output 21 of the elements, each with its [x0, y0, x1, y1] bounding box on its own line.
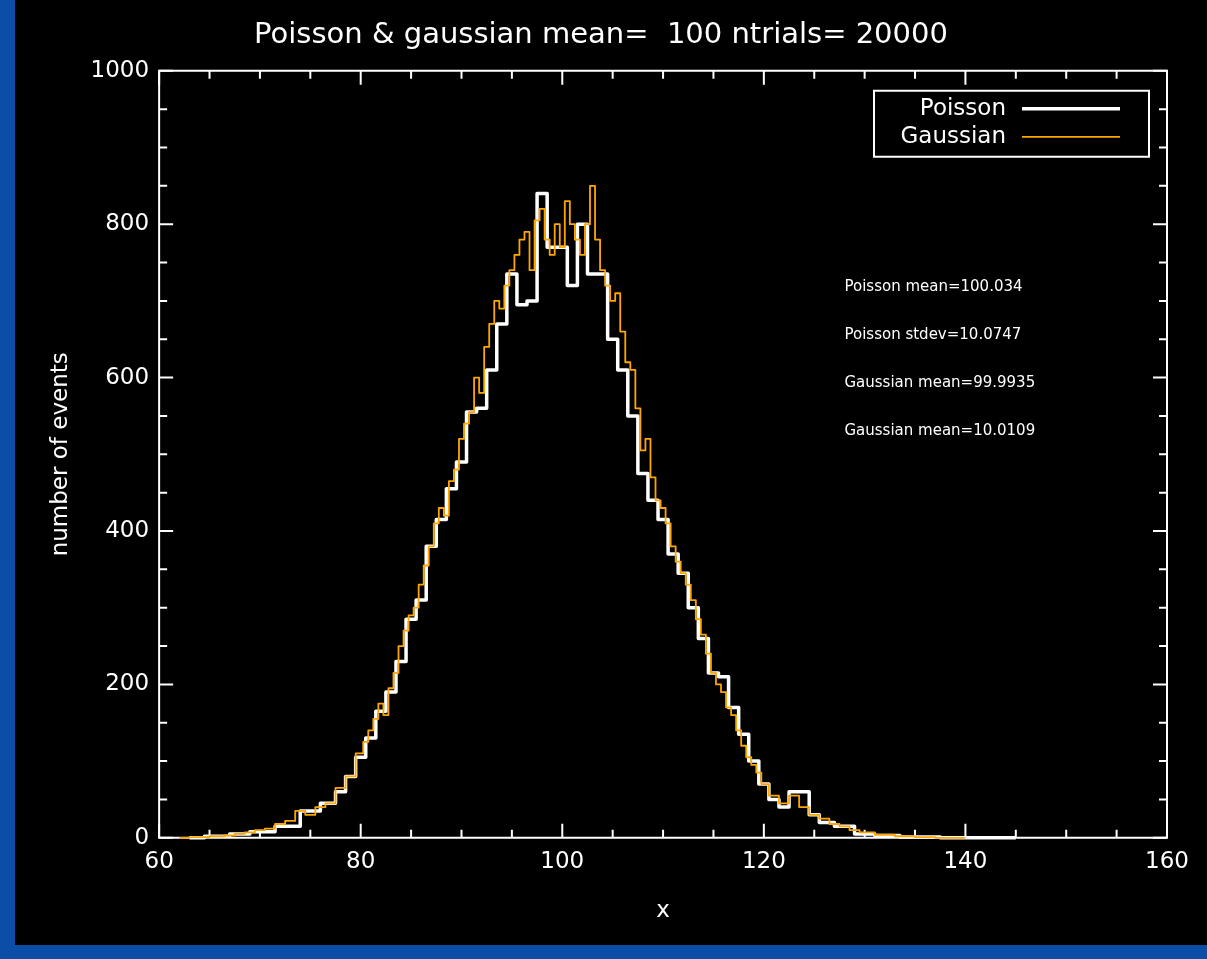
y-tick-label: 0 [134, 822, 150, 849]
x-tick-label: 160 [1145, 846, 1189, 873]
y-tick-label: 400 [105, 515, 150, 542]
y-tick-label: 1000 [90, 55, 150, 82]
annotation: Poisson mean=100.034 [844, 276, 1023, 295]
x-tick-label: 80 [346, 846, 376, 873]
x-tick-label: 60 [144, 846, 174, 873]
annotation: Poisson stdev=10.0747 [844, 324, 1022, 343]
annotation: Gaussian mean=10.0109 [844, 420, 1036, 439]
annotation: Gaussian mean=99.9935 [844, 372, 1036, 391]
legend-label: Gaussian [900, 121, 1006, 148]
x-tick-label: 140 [943, 846, 988, 873]
x-tick-label: 120 [741, 846, 786, 873]
y-tick-label: 800 [105, 209, 150, 236]
chart-title: Poisson & gaussian mean= 100 ntrials= 20000 [254, 15, 948, 50]
x-axis-title: x [656, 896, 670, 923]
x-tick-label: 100 [540, 846, 585, 873]
y-tick-label: 600 [105, 362, 150, 389]
y-tick-label: 200 [105, 669, 150, 696]
y-axis-title: number of events [45, 352, 72, 557]
legend-label: Poisson [919, 93, 1006, 120]
